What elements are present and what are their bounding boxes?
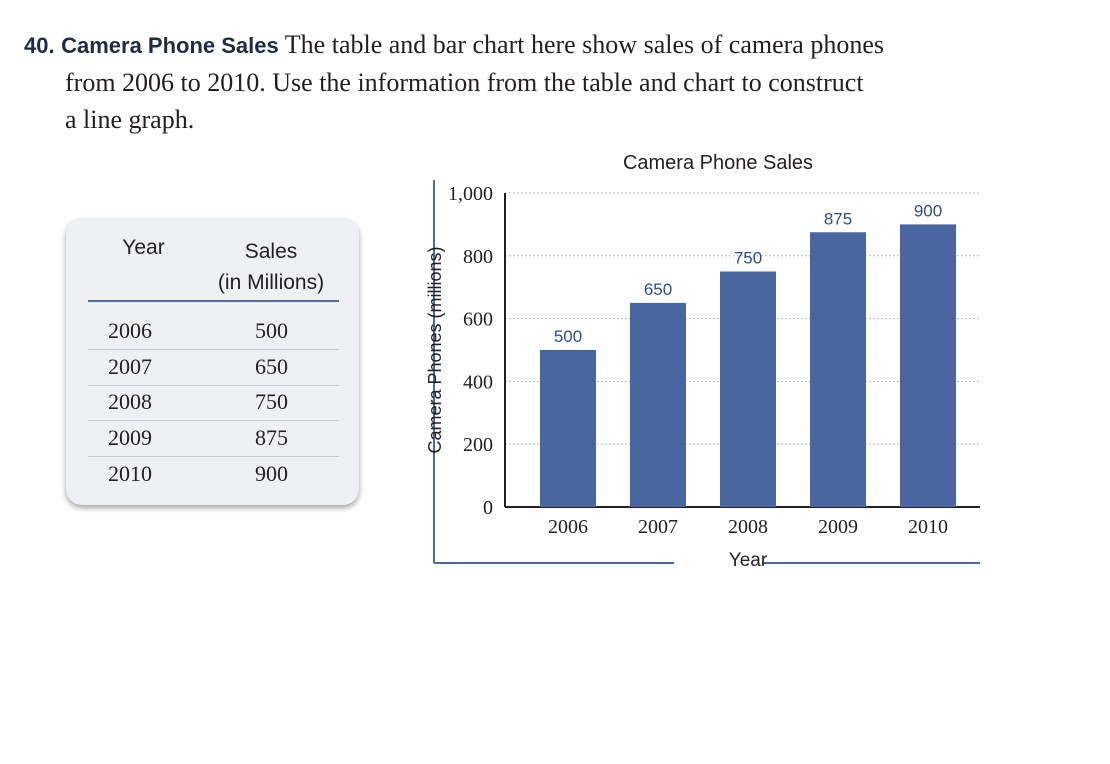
bar-data-label: 650 [644,280,672,299]
table-cell-year: 2009 [108,425,152,450]
y-tick-label: 400 [463,371,493,393]
y-tick-label: 1,000 [448,183,493,205]
problem-statement: 40. Camera Phone Sales The table and bar… [24,26,1024,138]
table-row: 2010 900 [88,457,339,493]
x-tick-label: 2009 [818,516,858,538]
table-cell-year: 2008 [108,389,152,414]
y-axis-label: Camera Phones (millions) [425,246,445,453]
problem-title: Camera Phone Sales [61,33,279,58]
bar-data-label: 900 [914,201,942,220]
bar [630,302,686,507]
table-header-rule [88,300,339,302]
problem-text-line2: from 2006 to 2010. Use the information f… [65,68,864,97]
table-cell-sales: 900 [255,461,288,486]
bar [720,271,776,507]
table-cell-sales: 750 [255,389,288,414]
table-cell-sales: 500 [255,318,288,343]
table-row: 2007 650 [88,350,339,386]
table-cell-year: 2007 [108,354,152,379]
table-row: 2006 500 [88,314,339,350]
row-divider [88,349,339,350]
x-tick-label: 2008 [728,516,768,538]
table-cell-year: 2010 [108,461,152,486]
row-divider [88,385,339,386]
x-tick-label: 2006 [548,516,588,538]
row-divider [88,456,339,457]
problem-text-line3: a line graph. [65,105,195,134]
y-tick-label: 600 [463,309,493,331]
table-header-sales: Sales (in Millions) [206,236,336,298]
x-tick-label: 2010 [908,516,948,538]
problem-text-line1: The table and bar chart here show sales … [284,30,884,59]
bar-data-label: 750 [734,249,762,268]
row-divider [88,420,339,421]
table-row: 2008 750 [88,385,339,421]
y-tick-label: 800 [463,246,493,268]
bar [810,232,866,507]
x-tick-label: 2007 [638,516,678,538]
sales-table: Year Sales (in Millions) 2006 500 2007 6… [66,218,359,505]
table-cell-sales: 650 [255,354,288,379]
table-header-sales-line1: Sales [244,240,298,263]
bar-data-label: 875 [824,209,852,228]
table-cell-sales: 875 [255,425,288,450]
problem-number: 40. [24,33,55,58]
y-tick-label: 0 [483,497,493,519]
table-header-year: Year [122,236,165,259]
bar [900,224,956,507]
table-cell-year: 2006 [108,318,152,343]
table-row: 2009 875 [88,421,339,457]
y-tick-label: 200 [463,434,493,456]
bar-data-label: 500 [554,327,582,346]
chart-title: Camera Phone Sales [623,152,813,174]
table-header-sales-line2: (in Millions) [217,271,325,294]
x-axis-label: Year [729,550,768,571]
bar [540,350,596,507]
bar-chart: Camera Phone Sales Camera Phones (million… [425,152,980,571]
